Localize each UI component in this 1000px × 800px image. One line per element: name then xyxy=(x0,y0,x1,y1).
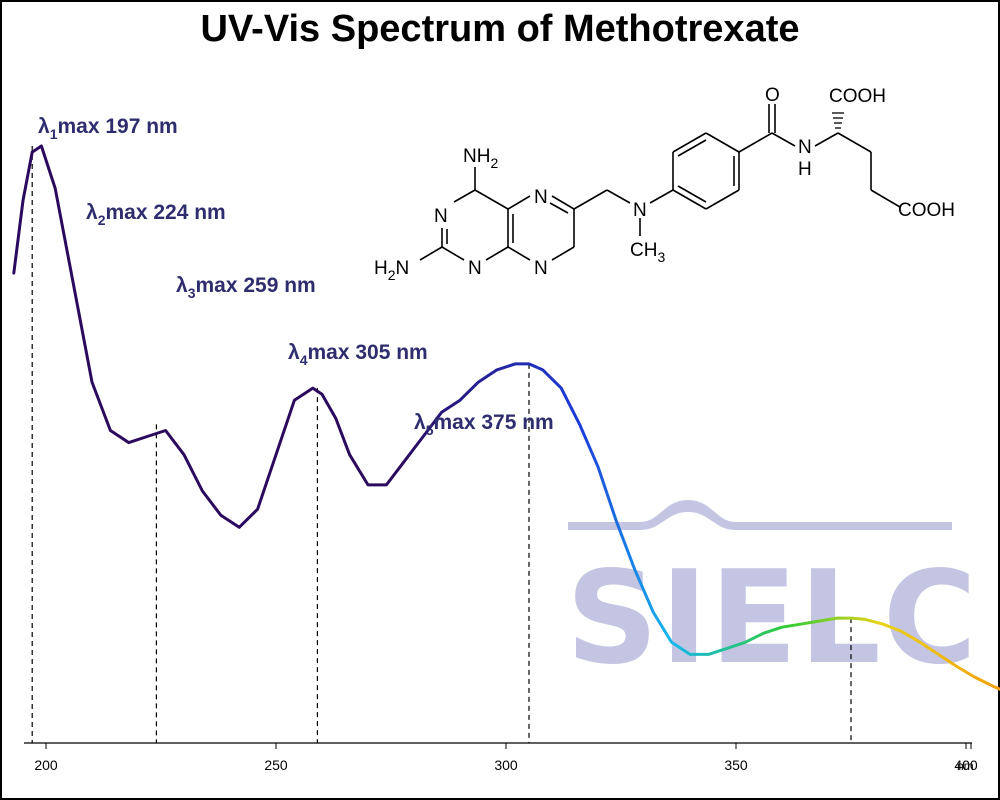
x-axis-unit-label: nm xyxy=(957,759,974,773)
spectrum-curve xyxy=(12,144,1000,691)
svg-text:NH2: NH2 xyxy=(463,146,498,171)
svg-text:N: N xyxy=(468,258,482,279)
x-tick-label: 200 xyxy=(34,757,58,773)
chart-title: UV-Vis Spectrum of Methotrexate xyxy=(200,8,800,50)
x-tick-label: 400 xyxy=(954,757,978,773)
structure-atom-labels: NH2 H2N N N N N N CH3 O N H COOH COOH xyxy=(374,85,955,283)
peak-label: λ4max 305 nm xyxy=(288,341,428,368)
svg-text:COOH: COOH xyxy=(829,86,886,107)
svg-text:N: N xyxy=(534,258,548,279)
peak-dropline-group xyxy=(31,146,852,743)
peak-label-group: λ1max 197 nm λ2max 224 nm λ3max 259 nm λ4ma… xyxy=(38,115,554,438)
svg-text:N: N xyxy=(534,187,548,208)
svg-text:N: N xyxy=(798,137,812,158)
peak-label: λ5max 375 nm xyxy=(414,411,554,438)
peak-label: λ1max 197 nm xyxy=(38,115,178,142)
x-tick-label: 300 xyxy=(494,757,518,773)
watermark-swoosh xyxy=(568,500,952,530)
methotrexate-structure xyxy=(419,104,901,261)
x-tick-group: 200250300350400450500550 xyxy=(34,743,978,773)
peak-label: λ3max 259 nm xyxy=(176,274,316,301)
svg-text:O: O xyxy=(765,85,780,106)
svg-text:N: N xyxy=(434,206,448,227)
svg-text:H2N: H2N xyxy=(374,258,409,283)
svg-text:N: N xyxy=(633,200,647,221)
x-tick-label: 250 xyxy=(264,757,288,773)
x-tick-label: 350 xyxy=(724,757,748,773)
svg-text:CH3: CH3 xyxy=(630,240,665,265)
svg-text:COOH: COOH xyxy=(898,200,955,221)
svg-text:H: H xyxy=(798,159,812,180)
watermark-text: SIELC xyxy=(566,544,979,693)
sielc-watermark: SIELC xyxy=(566,500,979,693)
peak-label: λ2max 224 nm xyxy=(86,201,226,228)
